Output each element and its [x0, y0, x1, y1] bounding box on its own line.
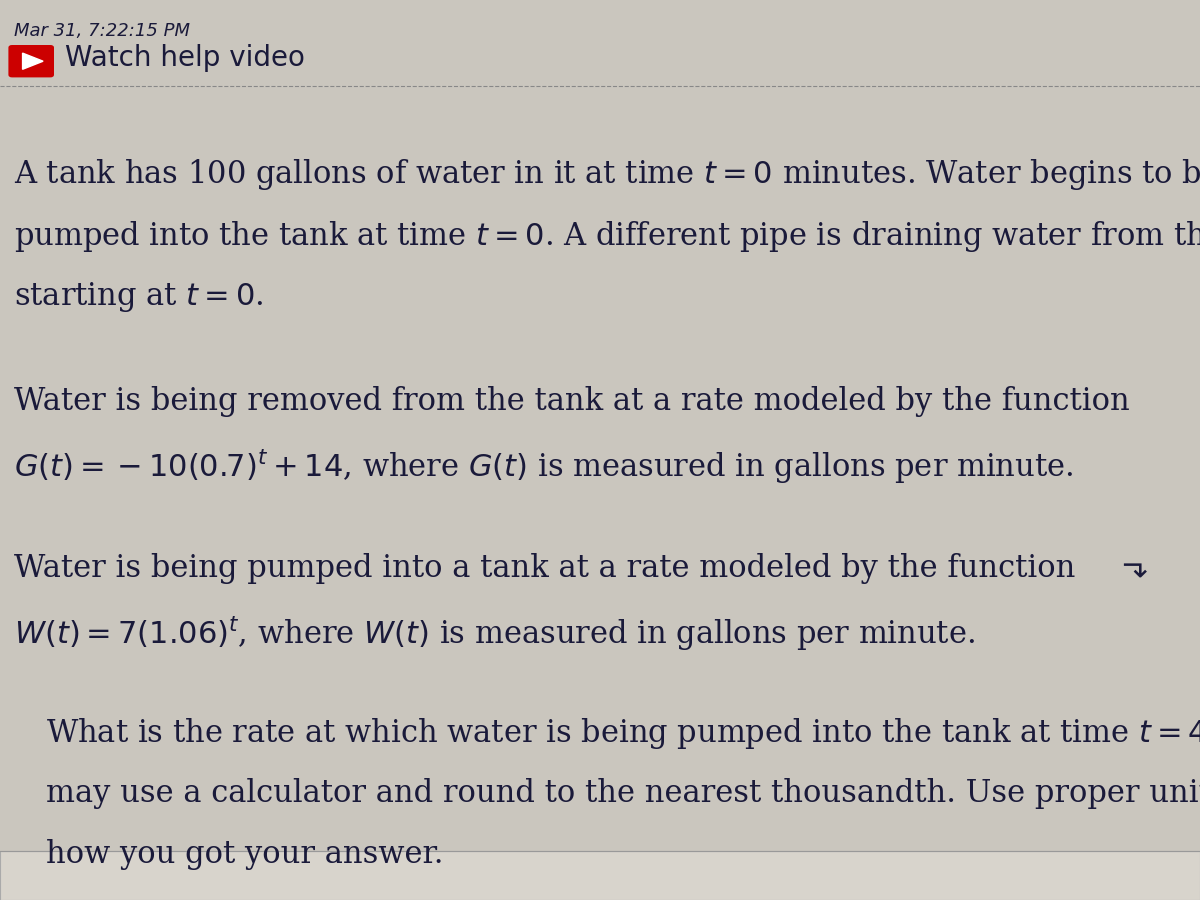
- Text: Mar 31, 7:22:15 PM: Mar 31, 7:22:15 PM: [14, 22, 191, 40]
- Text: pumped into the tank at time $t = 0$. A different pipe is draining water from th: pumped into the tank at time $t = 0$. A …: [14, 219, 1200, 254]
- Text: may use a calculator and round to the nearest thousandth. Use proper units and s: may use a calculator and round to the ne…: [46, 778, 1200, 808]
- FancyBboxPatch shape: [0, 850, 1200, 900]
- Text: Watch help video: Watch help video: [65, 44, 305, 73]
- Text: $G(t) = -10(0.7)^t + 14$, where $G(t)$ is measured in gallons per minute.: $G(t) = -10(0.7)^t + 14$, where $G(t)$ i…: [14, 447, 1074, 486]
- FancyBboxPatch shape: [8, 45, 54, 77]
- Text: Water is being removed from the tank at a rate modeled by the function: Water is being removed from the tank at …: [14, 386, 1130, 417]
- Text: Water is being pumped into a tank at a rate modeled by the function: Water is being pumped into a tank at a r…: [14, 554, 1075, 584]
- Polygon shape: [23, 53, 43, 69]
- Text: how you got your answer.: how you got your answer.: [46, 839, 443, 869]
- Text: $W(t) = 7(1.06)^t$, where $W(t)$ is measured in gallons per minute.: $W(t) = 7(1.06)^t$, where $W(t)$ is meas…: [14, 615, 976, 653]
- Text: starting at $t = 0$.: starting at $t = 0$.: [14, 280, 264, 314]
- Text: ↱: ↱: [1110, 562, 1139, 588]
- Text: A tank has 100 gallons of water in it at time $t = 0$ minutes. Water begins to b: A tank has 100 gallons of water in it at…: [14, 158, 1200, 193]
- Text: What is the rate at which water is being pumped into the tank at time $t = 4$? Y: What is the rate at which water is being…: [46, 716, 1200, 752]
